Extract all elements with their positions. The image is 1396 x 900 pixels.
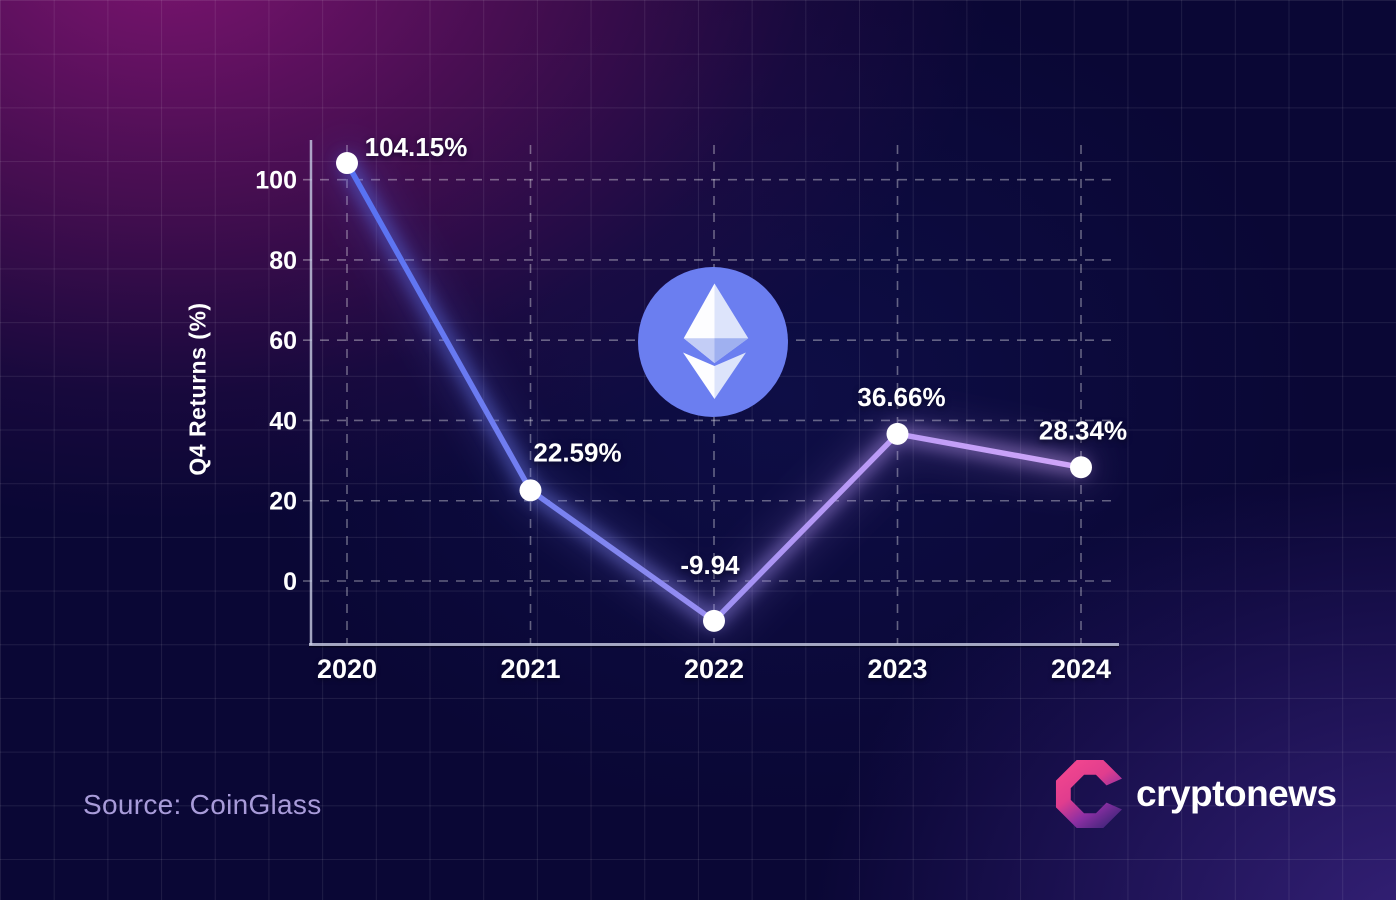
x-tick-label: 2022 [684, 654, 744, 684]
x-tick-label: 2024 [1051, 654, 1111, 684]
y-axis-title: Q4 Returns (%) [184, 302, 211, 476]
data-point [703, 609, 725, 632]
data-point [519, 479, 542, 502]
source-credit: Source: CoinGlass [83, 789, 322, 820]
y-tick-label: 60 [269, 327, 297, 355]
data-point-label: 22.59% [533, 437, 621, 467]
data-point-label: 104.15% [365, 132, 468, 162]
y-tick-label: 20 [269, 488, 297, 516]
data-point [336, 152, 358, 175]
cryptonews-logo-icon [1053, 754, 1127, 834]
y-tick-label: 100 [255, 167, 297, 195]
x-tick-label: 2021 [500, 654, 560, 684]
x-tick-label: 2023 [867, 654, 927, 684]
y-tick-label: 80 [269, 247, 297, 275]
chart-gridlines [303, 145, 1116, 644]
chart-axes [309, 140, 1119, 648]
chart-labels: 0 20 40 60 80 100 2020 2021 2022 2023 2024 104.15% 2… [255, 132, 1127, 684]
ethereum-icon [638, 267, 788, 417]
y-tick-label: 40 [269, 407, 297, 435]
data-point-label: 36.66% [857, 382, 945, 412]
brand-wordmark: cryptonews [1136, 773, 1337, 814]
data-point-label: 28.34% [1039, 415, 1127, 445]
y-tick-label: 0 [283, 568, 297, 596]
data-point-label: -9.94 [680, 550, 740, 580]
chart-series [330, 146, 1098, 638]
x-tick-label: 2020 [317, 654, 377, 684]
brand-lockup: cryptonews [1053, 754, 1337, 834]
data-point [886, 422, 909, 445]
data-point [1070, 456, 1092, 479]
